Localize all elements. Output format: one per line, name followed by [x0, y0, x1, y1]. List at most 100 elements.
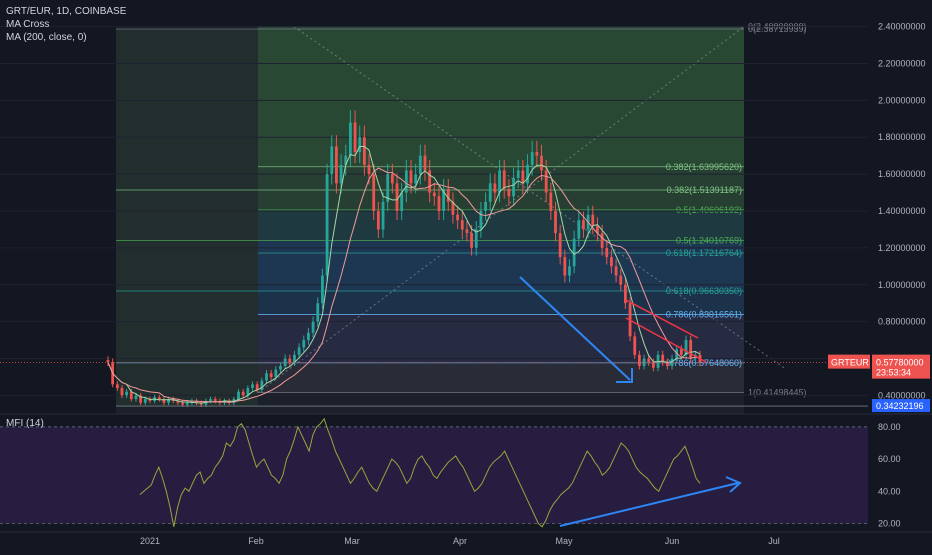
- candle-body: [665, 362, 669, 366]
- downtrend-arrow-head: [616, 368, 633, 383]
- candle-body: [661, 354, 665, 363]
- low-marker-value: 0.34232196: [876, 401, 924, 411]
- candle-body: [302, 340, 306, 348]
- fib-level-label: 0.618(0.96630350): [666, 286, 742, 296]
- candle-body: [549, 192, 553, 211]
- candle-body: [237, 391, 240, 400]
- fib-zone: [258, 362, 744, 393]
- time-tick-label: 2021: [140, 536, 160, 546]
- candle-body: [624, 284, 627, 304]
- candle-body: [316, 303, 320, 322]
- mfi-tick-label: 60.00: [878, 454, 901, 464]
- symbol-tag-bg: [828, 354, 870, 369]
- candle-body: [213, 399, 217, 401]
- candle-body: [307, 332, 310, 341]
- price-tick-label: 1.00000000: [878, 280, 926, 290]
- candle-body: [596, 225, 599, 234]
- candle-body: [404, 170, 408, 193]
- price-tick-label: 2.20000000: [878, 58, 926, 68]
- candle-body: [638, 354, 641, 366]
- candle-body: [679, 349, 683, 355]
- candle-body: [283, 358, 287, 366]
- last-price-tag-bg: [872, 354, 930, 379]
- fib-level-label: 0.786(0.57648060): [666, 358, 742, 368]
- bar-countdown: 23:53:34: [876, 368, 911, 378]
- candle-body: [647, 358, 651, 363]
- downtrend-arrow: [519, 276, 631, 381]
- candle-body: [554, 211, 557, 234]
- candle-body: [181, 402, 184, 405]
- candle-body: [367, 164, 371, 175]
- fib-diagonal: [257, 26, 745, 394]
- candle-body: [339, 164, 343, 184]
- candle-body: [125, 391, 129, 396]
- candle-body: [432, 192, 436, 197]
- candle-body: [563, 257, 567, 276]
- candle-body: [190, 400, 194, 403]
- candle-body: [185, 402, 189, 405]
- candle-body: [246, 388, 250, 396]
- candle-body: [386, 174, 390, 202]
- indicator-ma-200[interactable]: MA (200, close, 0): [6, 32, 87, 43]
- candle-body: [591, 214, 595, 226]
- symbol-title[interactable]: GRT/EUR, 1D, COINBASE: [6, 6, 127, 17]
- fib-level-label: 0.382(1.63995620): [666, 162, 742, 172]
- fib-level-label: 0.618(1.17216764): [666, 248, 742, 258]
- mfi-tick-label: 80.00: [878, 422, 901, 432]
- candle-body: [353, 122, 357, 152]
- fib-zone: [258, 290, 744, 315]
- candle-body: [297, 347, 301, 355]
- candle-body: [115, 384, 119, 389]
- candle-body: [544, 170, 548, 193]
- candle-body: [330, 146, 334, 175]
- candle-body: [134, 395, 138, 400]
- fib-level-label: 0.5(1.40606192): [676, 205, 742, 215]
- candle-body: [162, 399, 166, 403]
- mfi-panel: 80.00 60.00 40.00 20.00: [0, 413, 932, 529]
- candle-body: [376, 211, 380, 230]
- candle-body: [577, 220, 581, 239]
- candle-body: [610, 257, 613, 267]
- mfi-line: [139, 417, 701, 528]
- candle-body: [241, 391, 245, 396]
- candle-body: [614, 266, 618, 276]
- candle-body: [642, 358, 646, 366]
- candle-body: [521, 170, 525, 184]
- candle-body: [600, 233, 604, 248]
- mfi-title[interactable]: MFI (14): [6, 418, 44, 429]
- candle-body: [465, 229, 469, 234]
- candle-body: [498, 170, 501, 193]
- candle-body: [129, 391, 133, 400]
- candle-body: [372, 174, 376, 211]
- candle-body: [409, 170, 413, 184]
- candle-body: [288, 358, 292, 363]
- moving-averages: [107, 146, 701, 404]
- price-tick-label: 2.40000000: [878, 22, 926, 32]
- candle-body: [512, 177, 515, 197]
- price-tick-label: 1.60000000: [878, 169, 926, 179]
- candle-body: [209, 399, 212, 401]
- price-axis: 2.40000000 2.20000000 2.00000000 1.80000000…: [0, 22, 930, 413]
- fib-level-label: 0.5(1.24010769): [676, 235, 742, 245]
- candle-body: [395, 183, 399, 211]
- candle-body: [148, 399, 152, 401]
- candle-body: [470, 233, 473, 248]
- candles: [106, 110, 702, 407]
- candle-body: [442, 188, 446, 211]
- candle-body: [274, 369, 278, 377]
- wedge-upper-line: [625, 299, 699, 339]
- candle-body: [502, 170, 506, 189]
- candle-body: [120, 388, 124, 396]
- indicator-ma-cross[interactable]: MA Cross: [6, 19, 50, 30]
- candle-body: [321, 275, 324, 304]
- candle-body: [516, 170, 520, 178]
- candle-body: [633, 336, 637, 355]
- candle-body: [651, 362, 655, 368]
- candle-body: [619, 275, 623, 285]
- candle-body: [348, 122, 352, 156]
- time-tick-label: May: [555, 536, 573, 546]
- ma-slow-line: [107, 167, 701, 403]
- candle-body: [437, 196, 441, 211]
